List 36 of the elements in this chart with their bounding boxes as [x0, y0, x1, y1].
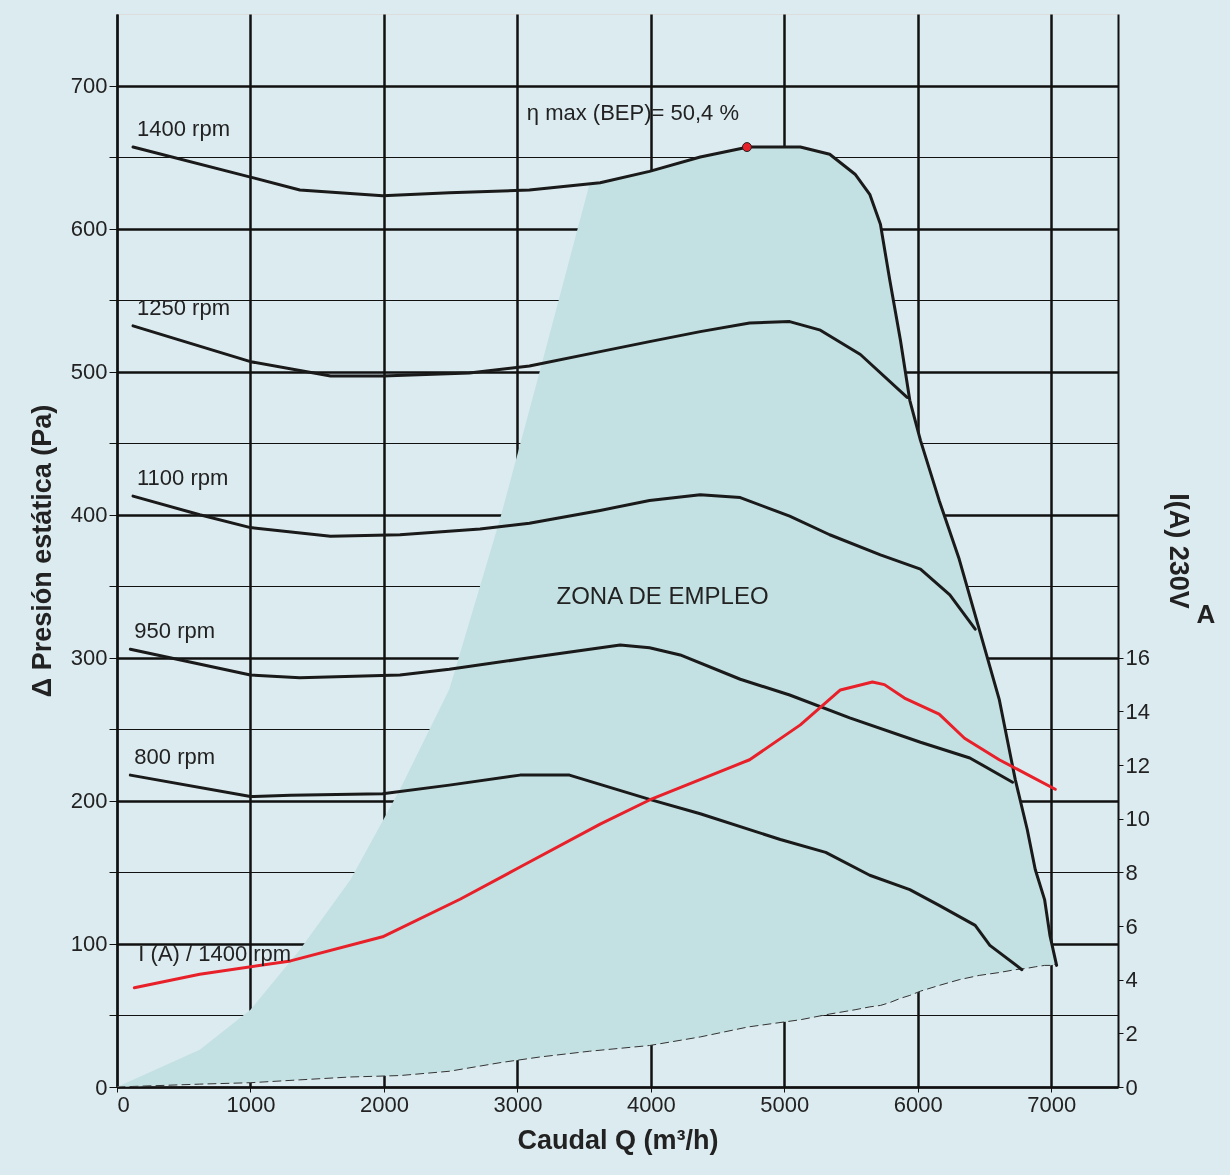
- y-tick-label: 700: [70, 73, 108, 99]
- y2-tick-label: 6: [1125, 913, 1138, 939]
- x-tick-label: 1000: [226, 1091, 276, 1117]
- y2-tick-label: 8: [1125, 859, 1138, 885]
- y-tick-label: 300: [70, 645, 108, 671]
- x-tick-label: 7000: [1027, 1091, 1077, 1117]
- y-tick-label: 100: [70, 931, 108, 957]
- y2-tick-label: 4: [1125, 967, 1138, 993]
- y2-axis-title: I(A) 230V: [1163, 493, 1194, 609]
- y-tick-label: 600: [70, 216, 108, 242]
- y2-tick-label: 14: [1125, 698, 1150, 724]
- annotation: ZONA DE EMPLEO: [556, 581, 769, 609]
- series-label: 800 rpm: [134, 744, 216, 770]
- series-label: 1400 rpm: [137, 116, 230, 142]
- x-tick-label: 6000: [893, 1091, 943, 1117]
- x-tick-label: 5000: [760, 1091, 810, 1117]
- y-tick-label: 200: [70, 788, 108, 814]
- series-label: I (A) / 1400 rpm: [138, 940, 292, 966]
- y2-tick-label: 10: [1125, 806, 1150, 832]
- x-tick-label: 3000: [493, 1091, 543, 1117]
- y2-tick-label: 16: [1125, 645, 1150, 671]
- series-label: 950 rpm: [134, 618, 216, 644]
- y2-tick-label: 12: [1125, 752, 1150, 778]
- y2-tick-label: 0: [1125, 1074, 1138, 1100]
- y-tick-label: 500: [70, 359, 108, 385]
- series-label: 1250 rpm: [137, 294, 230, 320]
- y-tick-label: 400: [70, 502, 108, 528]
- x-tick-label: 0: [117, 1091, 130, 1117]
- y2-tick-label: 2: [1125, 1020, 1138, 1046]
- y-axis-title: Δ Presión estática (Pa): [26, 404, 57, 698]
- x-axis-title: Caudal Q (m³/h): [517, 1124, 719, 1155]
- x-tick-label: 2000: [359, 1091, 409, 1117]
- series-label: 1100 rpm: [137, 465, 229, 491]
- y-tick-label: 0: [95, 1074, 108, 1100]
- x-tick-label: 4000: [626, 1091, 676, 1117]
- text: A: [1196, 598, 1216, 629]
